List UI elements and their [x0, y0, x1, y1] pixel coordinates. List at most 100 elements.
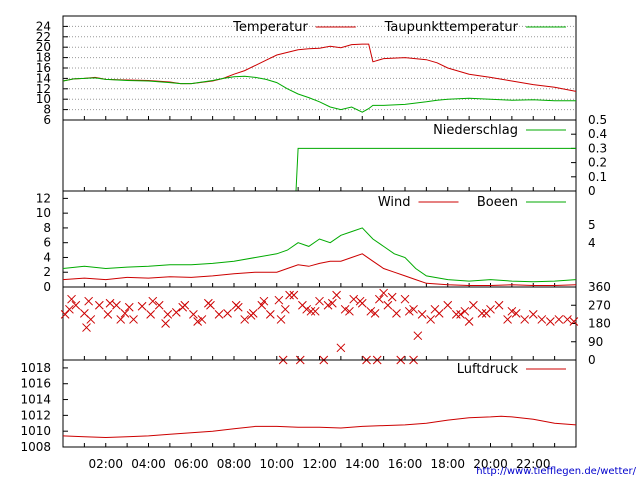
legend-label: Niederschlag — [433, 123, 518, 138]
data-point — [494, 300, 504, 310]
data-point — [413, 331, 423, 341]
data-point — [349, 294, 359, 304]
right-tick-label: 4 — [588, 236, 596, 250]
data-point — [154, 300, 164, 310]
data-point — [503, 315, 512, 324]
x-tick-label: 20:00 — [473, 457, 508, 471]
data-point — [124, 302, 134, 312]
data-point — [193, 317, 203, 326]
x-axis: 02:00 04:00 06:00 08:00 10:00 12:00 14:00 16:00… — [88, 457, 550, 471]
data-point — [197, 315, 207, 324]
data-point — [477, 309, 487, 318]
y-tick-label: 24 — [36, 19, 51, 33]
y-right-tick-label: 0 — [588, 184, 596, 198]
x-tick-label: 14:00 — [345, 457, 380, 471]
data-point — [285, 290, 294, 300]
y-right-tick-label: 90 — [588, 335, 603, 349]
y-tick-label: 0 — [43, 280, 51, 294]
data-point — [537, 315, 547, 324]
y-tick-label: 10 — [36, 206, 51, 220]
data-point — [240, 315, 250, 324]
x-tick-label: 22:00 — [516, 457, 551, 471]
y-right-tick-label: 0.1 — [588, 170, 607, 184]
legend-label: Wind — [378, 195, 411, 210]
y-tick-label: 18 — [36, 51, 51, 65]
data-point — [345, 306, 354, 316]
y-tick-label: 14 — [36, 71, 51, 85]
data-point — [554, 315, 564, 324]
x-tick-label: 06:00 — [174, 457, 209, 471]
data-point — [82, 323, 91, 332]
data-point — [223, 309, 232, 318]
legend-label: Taupunkttemperatur — [384, 20, 519, 35]
data-point — [94, 300, 104, 310]
data-point — [370, 309, 380, 318]
data-point — [340, 304, 350, 314]
data-point — [507, 306, 517, 316]
y-tick-label: 4 — [43, 250, 51, 264]
y-tick-label: 1014 — [20, 393, 51, 407]
data-point — [257, 300, 267, 310]
data-point — [481, 309, 491, 318]
data-point — [171, 307, 181, 317]
data-point — [430, 304, 440, 314]
data-point — [60, 310, 70, 319]
legend-label: Boeen — [477, 195, 518, 210]
data-point — [511, 309, 521, 318]
data-point — [246, 311, 256, 320]
y-right-tick-label: 0.4 — [588, 127, 607, 141]
data-point — [464, 317, 474, 326]
data-point — [374, 294, 384, 304]
y-tick-label: 1012 — [20, 408, 51, 422]
data-point — [280, 304, 290, 314]
y-tick-label: 20 — [36, 40, 51, 54]
data-point — [178, 302, 188, 312]
y-right-tick-label: 0.2 — [588, 156, 607, 170]
data-point — [563, 315, 572, 324]
series-line-temperatur — [62, 43, 577, 92]
footer-url[interactable]: http://www.tiefflegen.de/wetter/ — [476, 466, 636, 477]
y-tick-label: 6 — [43, 113, 51, 127]
data-point — [116, 315, 126, 324]
y-tick-label: 1008 — [20, 440, 51, 454]
data-point — [366, 306, 376, 316]
y-tick-label: 1018 — [20, 361, 51, 375]
y-right-tick-label: 360 — [588, 280, 611, 294]
data-point — [323, 300, 333, 310]
data-point — [409, 304, 418, 314]
y-tick-label: 2 — [43, 265, 51, 279]
data-point — [84, 296, 94, 306]
data-point — [451, 310, 461, 319]
data-point — [274, 295, 284, 305]
series-line-taupunkttemperatur — [62, 75, 576, 113]
y-right-tick-label: 0.5 — [588, 113, 607, 127]
data-point — [146, 310, 155, 319]
data-point — [456, 310, 465, 319]
data-point — [392, 309, 401, 318]
y-tick-label: 10 — [36, 92, 51, 106]
series-line-luftdruck — [62, 415, 577, 439]
data-point — [120, 309, 130, 318]
data-point — [65, 304, 74, 314]
data-point — [161, 319, 170, 328]
data-point — [383, 300, 393, 310]
x-tick-label: 18:00 — [430, 457, 465, 471]
series-line-wind — [62, 253, 577, 286]
data-point — [315, 296, 324, 306]
data-point — [302, 304, 312, 314]
legend-label: Luftdruck — [457, 362, 519, 377]
data-point — [276, 315, 286, 324]
data-point — [103, 310, 113, 319]
right-tick-label: 5 — [588, 218, 596, 232]
data-point — [545, 317, 555, 326]
x-tick-label: 08:00 — [217, 457, 252, 471]
data-point — [355, 296, 365, 306]
data-point — [86, 315, 96, 324]
data-point — [189, 310, 198, 319]
wind-direction-panel: 0 90 180 270 360 — [60, 280, 611, 367]
x-tick-label: 12:00 — [302, 457, 337, 471]
y-tick-label: 8 — [43, 103, 51, 117]
